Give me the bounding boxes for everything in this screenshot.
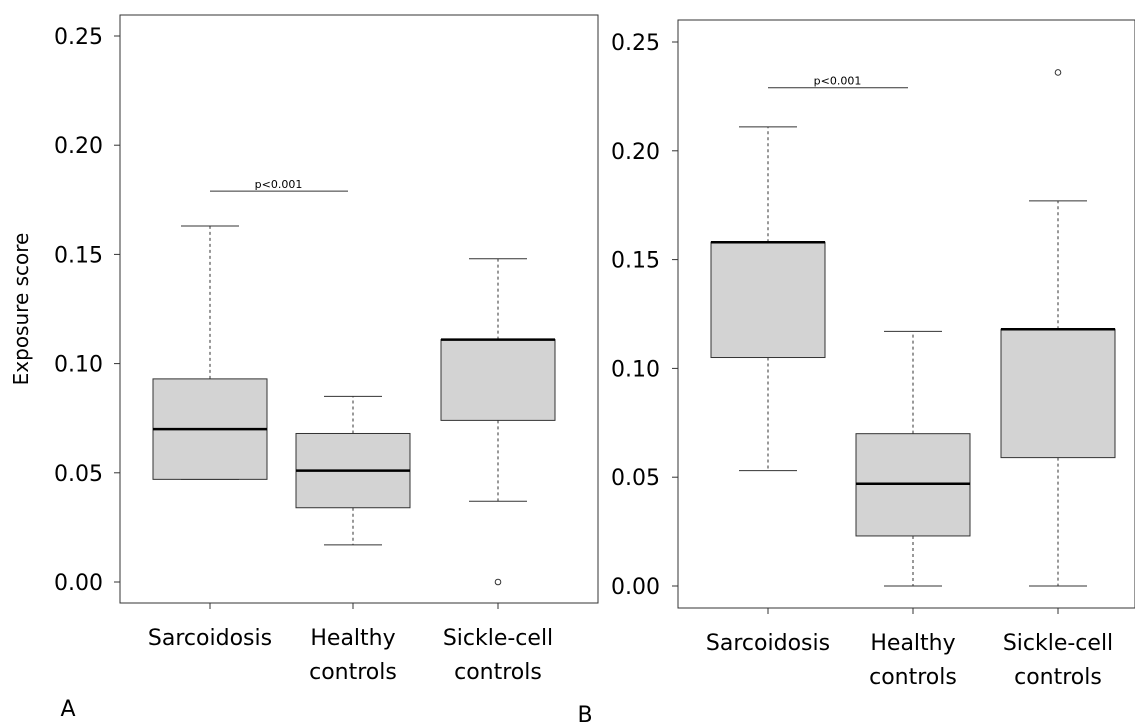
box-1 <box>295 395 411 546</box>
significance-label: p<0.001 <box>814 75 862 88</box>
box-0 <box>152 225 268 480</box>
outlier-point <box>1054 69 1062 76</box>
plot-frame <box>119 14 599 604</box>
y-tick-label: 0.00 <box>54 571 103 596</box>
category-label: Sarcoidosis <box>706 631 830 656</box>
panel-a: 0.00 0.05 0.10 0.15 0.20 0.25 Exposure score Sa… <box>9 14 599 722</box>
box-2 <box>1000 69 1116 587</box>
box-2 <box>440 258 556 586</box>
y-axis-label: Exposure score <box>9 233 33 386</box>
iqr-box <box>710 241 826 359</box>
y-tick-label: 0.20 <box>611 140 660 165</box>
box-1 <box>855 330 971 587</box>
y-tick-label: 0.25 <box>611 31 660 56</box>
y-tick-label: 0.15 <box>54 243 103 268</box>
category-label: Sarcoidosis <box>148 626 272 651</box>
y-tick-label: 0.10 <box>54 353 103 378</box>
category-label: Sickle-cell controls <box>443 626 553 685</box>
panel-label: B <box>577 703 592 722</box>
y-tick-label: 0.05 <box>54 462 103 487</box>
category-label: Healthy controls <box>869 631 957 690</box>
iqr-box <box>440 339 556 421</box>
category-label: Sickle-cell controls <box>1003 631 1113 690</box>
y-tick-label: 0.20 <box>54 134 103 159</box>
box-0 <box>710 126 826 472</box>
y-tick-label: 0.05 <box>611 466 660 491</box>
y-tick-label: 0.15 <box>611 249 660 274</box>
y-tick-label: 0.00 <box>611 575 660 600</box>
outlier-point <box>494 578 502 586</box>
category-label: Healthy controls <box>309 626 397 685</box>
iqr-box <box>1000 328 1116 459</box>
panel-b: 0.00 0.05 0.10 0.15 0.20 0.25 Sarcoidosis Healt… <box>577 19 1135 722</box>
panel-label: A <box>60 697 75 722</box>
y-tick-label: 0.10 <box>611 357 660 382</box>
significance-label: p<0.001 <box>255 178 303 191</box>
y-tick-label: 0.25 <box>54 25 103 50</box>
plot-frame <box>677 19 1135 609</box>
